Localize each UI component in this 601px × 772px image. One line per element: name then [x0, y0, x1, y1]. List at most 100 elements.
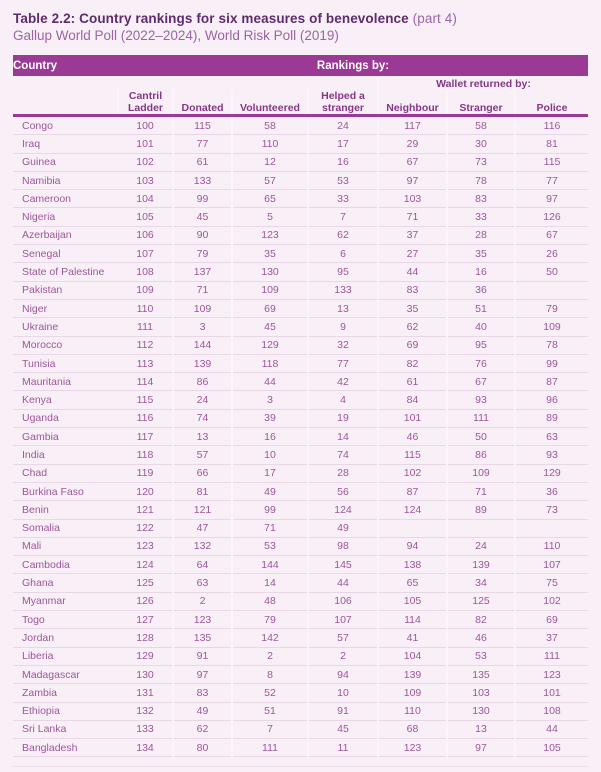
table-row: Mali 123 132 53 98 94 24 110 [13, 537, 589, 557]
rank-cell: 124 [307, 500, 378, 520]
rank-cell: 58 [446, 115, 515, 136]
rank-cell: 114 [377, 610, 447, 630]
column-header-row: Cantril Ladder Donated Volunteered Helpe… [13, 90, 589, 117]
rank-cell: 69 [513, 610, 589, 630]
table-row: Chad 119 66 17 28 102 109 129 [13, 464, 589, 483]
rank-cell: 45 [231, 317, 308, 337]
group-header-row: Wallet returned by: [13, 76, 589, 90]
table-row: Liberia 129 91 2 2 104 53 111 [13, 647, 589, 666]
rank-cell: 86 [446, 445, 515, 465]
table-row: Benin 121 121 99 124 124 89 73 [13, 500, 589, 520]
rank-cell: 113 [118, 354, 173, 374]
rank-cell: 11 [307, 738, 378, 758]
rank-cell: 73 [446, 153, 515, 172]
rank-cell: 115 [118, 390, 173, 410]
rank-cell: 97 [446, 738, 515, 758]
col-header-police: Police [513, 90, 589, 117]
rank-cell: 65 [377, 573, 447, 593]
table-row: Sri Lanka 133 62 7 45 68 13 44 [13, 720, 589, 740]
rank-cell: 101 [513, 683, 589, 703]
rank-cell: 111 [231, 738, 308, 758]
rank-cell: 14 [307, 427, 378, 447]
rank-cell: 123 [377, 738, 447, 758]
rank-cell: 107 [513, 555, 589, 575]
rank-cell: 123 [118, 537, 173, 557]
country-cell: Senegal [13, 244, 118, 264]
rank-cell: 5 [231, 207, 308, 227]
rank-cell: 63 [172, 573, 232, 593]
rank-cell: 81 [513, 134, 589, 154]
col-header-volunteered: Volunteered [231, 90, 308, 117]
rank-cell: 67 [377, 153, 447, 172]
rank-cell: 129 [513, 464, 589, 483]
rank-cell: 86 [172, 372, 232, 392]
rank-cell: 58 [231, 115, 308, 136]
rank-cell [513, 281, 589, 300]
rank-cell: 145 [307, 555, 378, 575]
table-row: Namibia 103 133 57 53 97 78 77 [13, 171, 589, 191]
rank-cell: 139 [172, 354, 232, 374]
country-cell: Jordan [13, 628, 118, 648]
rank-cell: 62 [377, 317, 447, 337]
table-row: Nigeria 105 45 5 7 71 33 126 [13, 207, 589, 227]
header-country: Country [13, 55, 118, 76]
rank-cell: 28 [307, 464, 378, 483]
rank-cell: 44 [377, 262, 447, 282]
rank-cell: 29 [377, 134, 447, 154]
rank-cell: 78 [513, 336, 589, 355]
rank-cell: 67 [513, 226, 589, 246]
rank-cell: 139 [377, 665, 447, 685]
rank-cell: 19 [307, 409, 378, 429]
table-row: Mauritania 114 86 44 42 61 67 87 [13, 372, 589, 392]
rank-cell: 71 [231, 519, 308, 538]
country-cell: Myanmar [13, 592, 118, 612]
rank-cell: 103 [446, 683, 515, 703]
country-cell: Madagascar [13, 665, 118, 685]
rank-cell: 53 [231, 537, 308, 557]
rank-cell: 108 [118, 262, 173, 282]
rank-cell: 10 [231, 445, 308, 465]
rank-cell: 106 [118, 226, 173, 246]
rank-cell: 124 [377, 500, 447, 520]
table-row: India 118 57 10 74 115 86 93 [13, 445, 589, 465]
rank-cell: 37 [513, 628, 589, 648]
rank-cell: 67 [446, 372, 515, 392]
rank-cell: 33 [307, 189, 378, 209]
rank-cell: 110 [118, 299, 173, 319]
country-cell: Mauritania [13, 372, 118, 392]
rank-cell: 13 [307, 299, 378, 319]
rank-cell: 121 [118, 500, 173, 520]
rank-cell: 45 [172, 207, 232, 227]
rank-cell: 83 [377, 281, 447, 300]
country-cell: Mali [13, 537, 118, 557]
rank-cell: 34 [446, 573, 515, 593]
rank-cell: 44 [231, 372, 308, 392]
table-row: Bangladesh 134 80 111 11 123 97 105 [13, 738, 589, 758]
rank-cell: 114 [118, 372, 173, 392]
country-cell: Nigeria [13, 207, 118, 227]
country-cell: Iraq [13, 134, 118, 154]
rank-cell: 123 [231, 226, 308, 246]
rank-cell: 65 [231, 189, 308, 209]
table-row: Ethiopia 132 49 51 91 110 130 108 [13, 702, 589, 721]
rank-cell: 124 [118, 555, 173, 575]
rank-cell: 83 [446, 189, 515, 209]
table-row: Zambia 131 83 52 10 109 103 101 [13, 683, 589, 703]
rank-cell [446, 519, 515, 538]
group-header-spacer [13, 76, 378, 90]
rank-cell: 61 [172, 153, 232, 172]
rank-cell: 71 [446, 482, 515, 502]
rank-cell: 62 [172, 720, 232, 740]
rank-cell: 104 [118, 189, 173, 209]
country-cell: Benin [13, 500, 118, 520]
rank-cell: 115 [377, 445, 447, 465]
rank-cell: 28 [446, 226, 515, 246]
rank-cell: 26 [513, 244, 589, 264]
rank-cell: 2 [231, 647, 308, 666]
col-header-empty [13, 90, 118, 117]
rank-cell: 99 [231, 500, 308, 520]
country-cell: Uganda [13, 409, 118, 429]
rank-cell: 123 [172, 610, 232, 630]
country-cell: Azerbaijan [13, 226, 118, 246]
rank-cell: 13 [446, 720, 515, 740]
